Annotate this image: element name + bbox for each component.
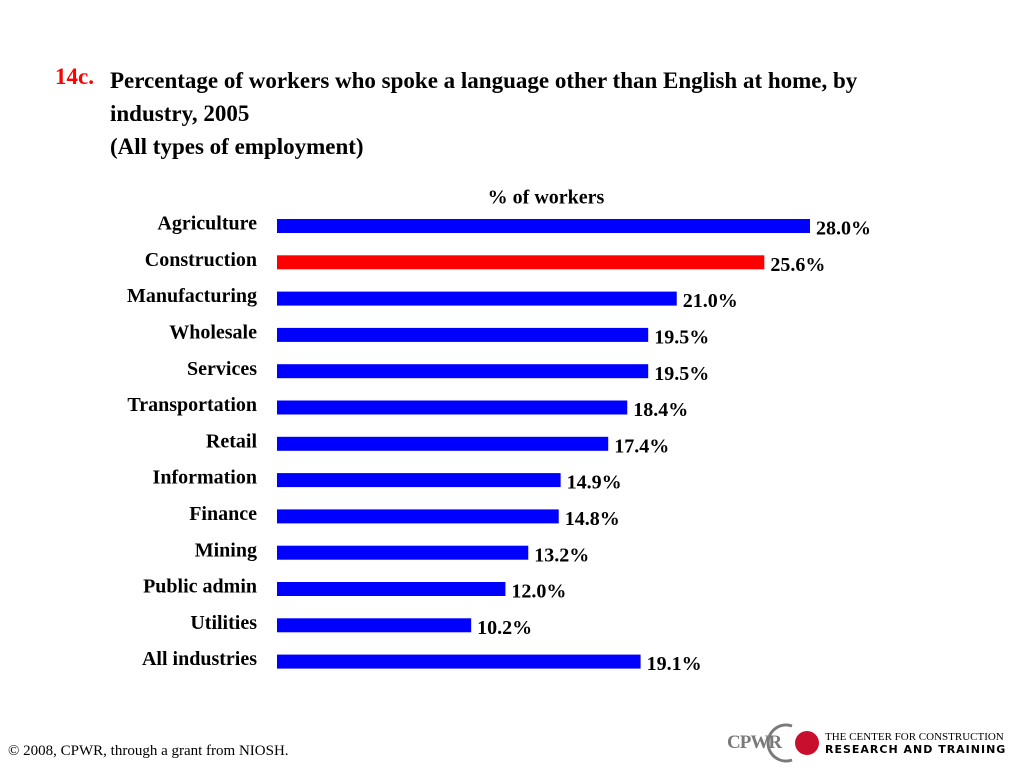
logo-short: CPWR [727,732,782,753]
logo-bracket [766,723,793,763]
value-label: 19.5% [654,326,709,348]
category-label: Manufacturing [127,285,257,307]
category-label: Agriculture [157,213,257,235]
value-label: 14.8% [565,508,620,530]
value-label: 13.2% [534,544,589,566]
value-label: 17.4% [614,435,669,457]
category-label: Finance [189,503,257,525]
chart-subtitle: (All types of employment) [110,134,364,159]
value-label: 12.0% [511,581,566,603]
bar [277,436,609,451]
bar [277,364,649,379]
category-label: Mining [195,539,257,561]
bar [277,327,649,342]
logo-line: THE CENTER FOR CONSTRUCTION [825,731,1004,743]
category-label: Transportation [127,394,257,416]
category-label: Wholesale [169,321,257,343]
category-label: Construction [145,249,257,271]
category-label: Utilities [190,612,257,634]
logo-line: RESEARCH AND TRAINING [825,743,1007,756]
value-label: 14.9% [567,472,622,494]
value-label: 10.2% [477,617,532,639]
bar [277,255,765,270]
logo-circle [795,731,819,755]
axis-label: % of workers [488,187,605,209]
bar [277,545,529,560]
category-label: Public admin [143,576,257,598]
category-label: All industries [142,648,257,670]
value-label: 19.5% [654,363,709,385]
footer: © 2008, CPWR, through a grant from NIOSH… [8,743,289,759]
value-label: 19.1% [647,653,702,675]
value-label: 28.0% [816,218,871,240]
bar [277,509,559,524]
bar [277,291,677,306]
title-number: 14c. [55,64,94,89]
bar [277,654,641,669]
chart-title: Percentage of workers who spoke a langua… [110,68,858,126]
bar [277,582,506,596]
bar [277,400,628,415]
category-label: Information [153,467,257,489]
bar [277,219,810,233]
bar [277,473,561,488]
bar [277,618,472,633]
value-label: 21.0% [683,290,738,312]
value-label: 25.6% [770,254,825,276]
category-label: Services [187,358,257,380]
category-label: Retail [206,430,258,452]
value-label: 18.4% [633,399,688,421]
